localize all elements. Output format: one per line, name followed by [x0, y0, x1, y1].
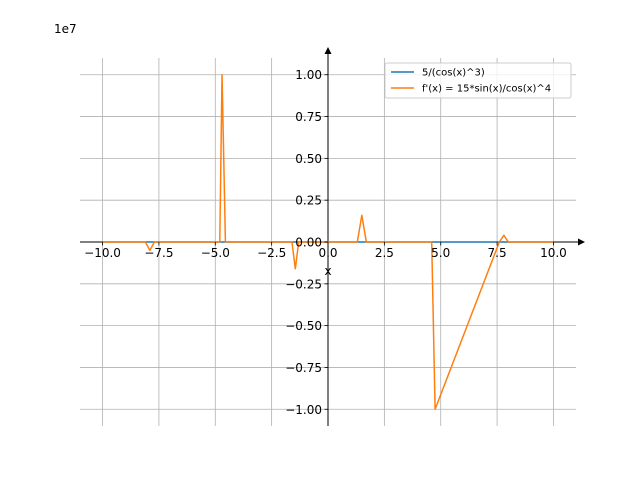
- x-tick-label: 2.5: [375, 246, 394, 260]
- y-tick-label: −1.00: [285, 403, 322, 417]
- y-tick-label: −0.75: [285, 361, 322, 375]
- legend: 5/(cos(x)^3) f'(x) = 15*sin(x)/cos(x)^4: [384, 62, 572, 99]
- axes: [80, 47, 585, 426]
- x-tick-label: 7.5: [488, 246, 507, 260]
- x-tick-label: 0.0: [318, 246, 337, 260]
- x-axis-label: x: [324, 264, 331, 278]
- series-line-2: [102, 73, 554, 411]
- y-axis-arrow: [324, 47, 332, 54]
- y-tick-label: −0.50: [285, 319, 322, 333]
- legend-label-series-1: 5/(cos(x)^3): [422, 68, 485, 79]
- x-tick-label: −7.5: [144, 246, 173, 260]
- ticks: −10.0 −7.5 −5.0 −2.5 0.0 2.5 5.0 7.5 10.0 −1.00 −0…: [84, 68, 567, 417]
- legend-box: [384, 62, 572, 99]
- legend-label-series-2: f'(x) = 15*sin(x)/cos(x)^4: [422, 84, 551, 95]
- x-axis-arrow: [578, 238, 585, 246]
- x-tick-label: −10.0: [84, 246, 121, 260]
- y-tick-label: 0.75: [295, 110, 322, 124]
- x-tick-label: −5.0: [201, 246, 230, 260]
- x-tick-label: −2.5: [257, 246, 286, 260]
- y-tick-label: 0.50: [295, 152, 322, 166]
- x-tick-label: 5.0: [431, 246, 450, 260]
- y-tick-label: 0.00: [295, 236, 322, 250]
- y-tick-label: −0.25: [285, 277, 322, 291]
- y-tick-label: 1.00: [295, 68, 322, 82]
- y-offset-label: 1e7: [54, 22, 77, 36]
- x-tick-label: 10.0: [540, 246, 567, 260]
- y-tick-label: 0.25: [295, 194, 322, 208]
